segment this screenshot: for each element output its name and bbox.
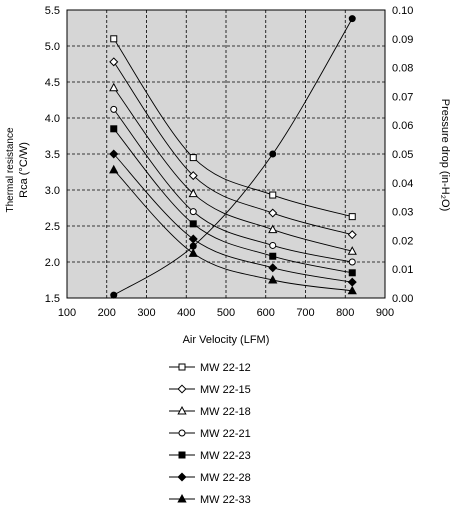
legend-marker [177, 384, 187, 394]
y-right-tick-label: 0.00 [392, 293, 413, 305]
y-right-tick-labels: 0.00 0.01 0.02 0.03 0.04 0.05 0.06 0.07 0.08 0.09… [392, 5, 413, 305]
x-tick-label: 500 [217, 307, 235, 319]
y-right-tick-label: 0.02 [392, 235, 413, 247]
pressure-point [269, 150, 277, 158]
series-line [113, 128, 353, 274]
y-left-axis-label-line1: Thermal resistance [5, 127, 16, 212]
y-left-tick-label: 2.0 [45, 257, 60, 269]
y-left-tick-label: 3.5 [45, 149, 60, 161]
series-line [113, 169, 353, 292]
y-right-tick-label: 0.08 [392, 63, 413, 75]
legend: MW 22-12 MW 22-15 MW 22-18 MW 22-21 MW 22-23… [169, 362, 251, 505]
y-left-axis-label-line2: Rca (°C/W) [18, 142, 30, 198]
y-left-tick-label: 1.5 [45, 293, 60, 305]
series-point [110, 35, 118, 43]
x-tick-label: 100 [58, 307, 76, 319]
series-point [268, 208, 278, 218]
series-point [269, 191, 277, 199]
legend-label: MW 22-33 [200, 494, 251, 505]
x-tick-labels: 100 200 300 400 500 600 700 800 900 [58, 307, 394, 319]
x-tick-label: 900 [376, 307, 394, 319]
curves [113, 18, 353, 296]
x-axis-label: Air Velocity (LFM) [183, 334, 270, 346]
legend-label: MW 22-23 [200, 450, 251, 462]
series-point [188, 248, 198, 257]
legend-marker [177, 472, 187, 482]
legend-label: MW 22-15 [200, 384, 251, 396]
legend-marker [177, 493, 187, 503]
y-left-tick-labels: 1.5 2.0 2.5 3.0 3.5 4.0 4.5 5.0 5.5 [45, 5, 60, 305]
series-point [268, 274, 278, 284]
legend-marker [177, 405, 187, 415]
pressure-line [113, 18, 353, 296]
series-line [113, 38, 353, 218]
y-left-tick-label: 2.5 [45, 221, 60, 233]
series-point [268, 263, 278, 273]
series-line [113, 87, 353, 252]
y-left-tick-label: 4.0 [45, 113, 60, 125]
series-point [268, 224, 278, 234]
grid [67, 10, 385, 298]
series-point [348, 213, 356, 221]
y-left-tick-label: 5.5 [45, 5, 60, 17]
series-point [109, 82, 119, 92]
legend-label: MW 22-12 [200, 362, 251, 374]
legend-label: MW 22-28 [200, 472, 251, 484]
x-tick-label: 300 [137, 307, 155, 319]
y-right-axis-label: Pressure drop (in-H₂O) [439, 99, 451, 211]
series-line [113, 153, 353, 283]
y-right-tick-label: 0.10 [392, 5, 413, 17]
series-point [109, 57, 119, 67]
x-tick-label: 700 [296, 307, 314, 319]
legend-marker [178, 429, 186, 437]
series-line [113, 109, 353, 263]
series-point [189, 220, 197, 228]
series-point [347, 246, 357, 255]
series-point [269, 252, 277, 260]
legend-label: MW 22-18 [200, 406, 251, 418]
y-right-tick-label: 0.09 [392, 34, 413, 46]
series-point [348, 269, 356, 277]
legend-marker [178, 451, 186, 459]
series-point [189, 154, 197, 162]
y-right-tick-label: 0.06 [392, 120, 413, 132]
y-right-tick-label: 0.07 [392, 91, 413, 103]
y-right-tick-label: 0.05 [392, 149, 413, 161]
y-right-tick-label: 0.01 [392, 264, 413, 276]
series-point [269, 241, 277, 249]
x-tick-label: 600 [257, 307, 275, 319]
legend-marker [178, 363, 186, 371]
legend-label: MW 22-21 [200, 428, 251, 440]
x-tick-label: 800 [336, 307, 354, 319]
series-point [188, 171, 198, 181]
series-point [189, 208, 197, 216]
x-tick-label: 400 [177, 307, 195, 319]
series-point [188, 188, 198, 198]
y-right-tick-label: 0.03 [392, 207, 413, 219]
y-left-tick-label: 3.0 [45, 185, 60, 197]
series-point [109, 164, 119, 174]
y-left-tick-label: 4.5 [45, 77, 60, 89]
series-point [110, 125, 118, 133]
series-point [348, 258, 356, 266]
series-line [113, 61, 353, 236]
markers [109, 15, 357, 299]
pressure-point [348, 15, 356, 23]
pressure-point [189, 242, 197, 250]
series-point [347, 285, 357, 295]
x-tick-label: 200 [98, 307, 116, 319]
y-left-tick-label: 5.0 [45, 41, 60, 53]
y-right-tick-label: 0.04 [392, 178, 413, 190]
pressure-point [110, 291, 118, 299]
series-point [110, 105, 118, 113]
series-point [347, 230, 357, 240]
series-point [109, 149, 119, 159]
